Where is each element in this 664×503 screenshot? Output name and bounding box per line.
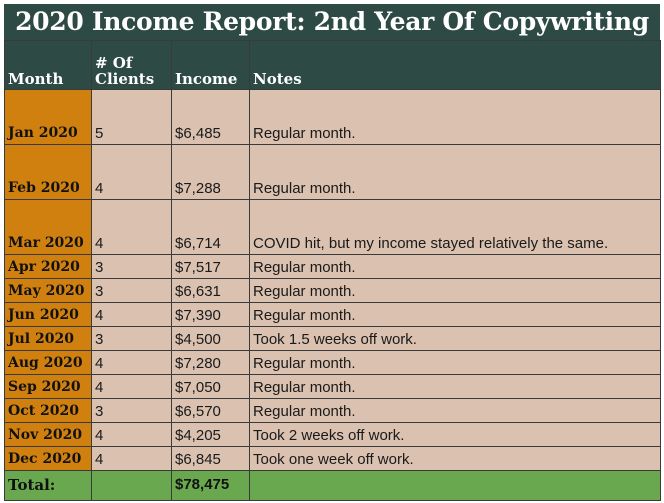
table-footer: Total: $78,475 — [4, 470, 661, 501]
clients-cell: 4 — [91, 302, 172, 327]
notes-cell: Regular month. — [249, 302, 661, 327]
column-header-month: Month — [4, 40, 92, 90]
income-cell: $6,485 — [171, 89, 250, 145]
clients-cell: 3 — [91, 278, 172, 303]
clients-cell: 5 — [91, 89, 172, 145]
clients-cell: 3 — [91, 326, 172, 351]
table-body: Jan 2020 5 $6,485 Regular month. Feb 2020 4 $7… — [4, 89, 661, 471]
month-cell: Feb 2020 — [4, 144, 92, 200]
total-notes-cell — [249, 470, 661, 501]
month-cell: Sep 2020 — [4, 374, 92, 399]
total-label: Total: — [4, 470, 92, 501]
table-row: Dec 2020 4 $6,845 Took one week off work. — [4, 446, 661, 471]
income-cell: $7,517 — [171, 254, 250, 279]
month-cell: Aug 2020 — [4, 350, 92, 375]
table-row: May 2020 3 $6,631 Regular month. — [4, 278, 661, 303]
month-cell: Mar 2020 — [4, 199, 92, 255]
income-table: Month # Of Clients Income Notes Jan 2020… — [4, 40, 661, 501]
month-cell: May 2020 — [4, 278, 92, 303]
table-row: Aug 2020 4 $7,280 Regular month. — [4, 350, 661, 375]
clients-cell: 3 — [91, 254, 172, 279]
total-income: $78,475 — [171, 470, 250, 501]
notes-cell: COVID hit, but my income stayed relative… — [249, 199, 661, 255]
month-cell: Oct 2020 — [4, 398, 92, 423]
notes-cell: Regular month. — [249, 374, 661, 399]
table-row: Feb 2020 4 $7,288 Regular month. — [4, 144, 661, 200]
column-header-notes: Notes — [249, 40, 661, 90]
clients-cell: 4 — [91, 446, 172, 471]
notes-cell: Regular month. — [249, 278, 661, 303]
clients-cell: 4 — [91, 199, 172, 255]
income-cell: $7,050 — [171, 374, 250, 399]
table-row: Sep 2020 4 $7,050 Regular month. — [4, 374, 661, 399]
notes-cell: Regular month. — [249, 89, 661, 145]
clients-cell: 3 — [91, 398, 172, 423]
report-title: 2020 Income Report: 2nd Year Of Copywrit… — [4, 4, 660, 40]
total-row: Total: $78,475 — [4, 470, 661, 501]
notes-cell: Regular month. — [249, 350, 661, 375]
table-row: Oct 2020 3 $6,570 Regular month. — [4, 398, 661, 423]
total-clients-cell — [91, 470, 172, 501]
table-row: Mar 2020 4 $6,714 COVID hit, but my income … — [4, 199, 661, 255]
table-row: Nov 2020 4 $4,205 Took 2 weeks off work. — [4, 422, 661, 447]
notes-cell: Took one week off work. — [249, 446, 661, 471]
income-cell: $4,205 — [171, 422, 250, 447]
column-header-clients: # Of Clients — [91, 40, 172, 90]
income-cell: $7,280 — [171, 350, 250, 375]
income-report: 2020 Income Report: 2nd Year Of Copywrit… — [4, 4, 661, 501]
income-cell: $6,570 — [171, 398, 250, 423]
income-cell: $7,288 — [171, 144, 250, 200]
month-cell: Jun 2020 — [4, 302, 92, 327]
notes-cell: Took 1.5 weeks off work. — [249, 326, 661, 351]
month-cell: Apr 2020 — [4, 254, 92, 279]
table-row: Jan 2020 5 $6,485 Regular month. — [4, 89, 661, 145]
clients-cell: 4 — [91, 350, 172, 375]
clients-cell: 4 — [91, 422, 172, 447]
table-row: Jul 2020 3 $4,500 Took 1.5 weeks off work. — [4, 326, 661, 351]
notes-cell: Regular month. — [249, 254, 661, 279]
month-cell: Jul 2020 — [4, 326, 92, 351]
table-row: Apr 2020 3 $7,517 Regular month. — [4, 254, 661, 279]
month-cell: Jan 2020 — [4, 89, 92, 145]
table-row: Jun 2020 4 $7,390 Regular month. — [4, 302, 661, 327]
income-cell: $6,631 — [171, 278, 250, 303]
income-cell: $6,845 — [171, 446, 250, 471]
income-cell: $6,714 — [171, 199, 250, 255]
month-cell: Nov 2020 — [4, 422, 92, 447]
income-cell: $4,500 — [171, 326, 250, 351]
month-cell: Dec 2020 — [4, 446, 92, 471]
notes-cell: Took 2 weeks off work. — [249, 422, 661, 447]
notes-cell: Regular month. — [249, 144, 661, 200]
table-header: Month # Of Clients Income Notes — [4, 40, 661, 90]
clients-cell: 4 — [91, 374, 172, 399]
column-header-income: Income — [171, 40, 250, 90]
clients-cell: 4 — [91, 144, 172, 200]
income-cell: $7,390 — [171, 302, 250, 327]
notes-cell: Regular month. — [249, 398, 661, 423]
